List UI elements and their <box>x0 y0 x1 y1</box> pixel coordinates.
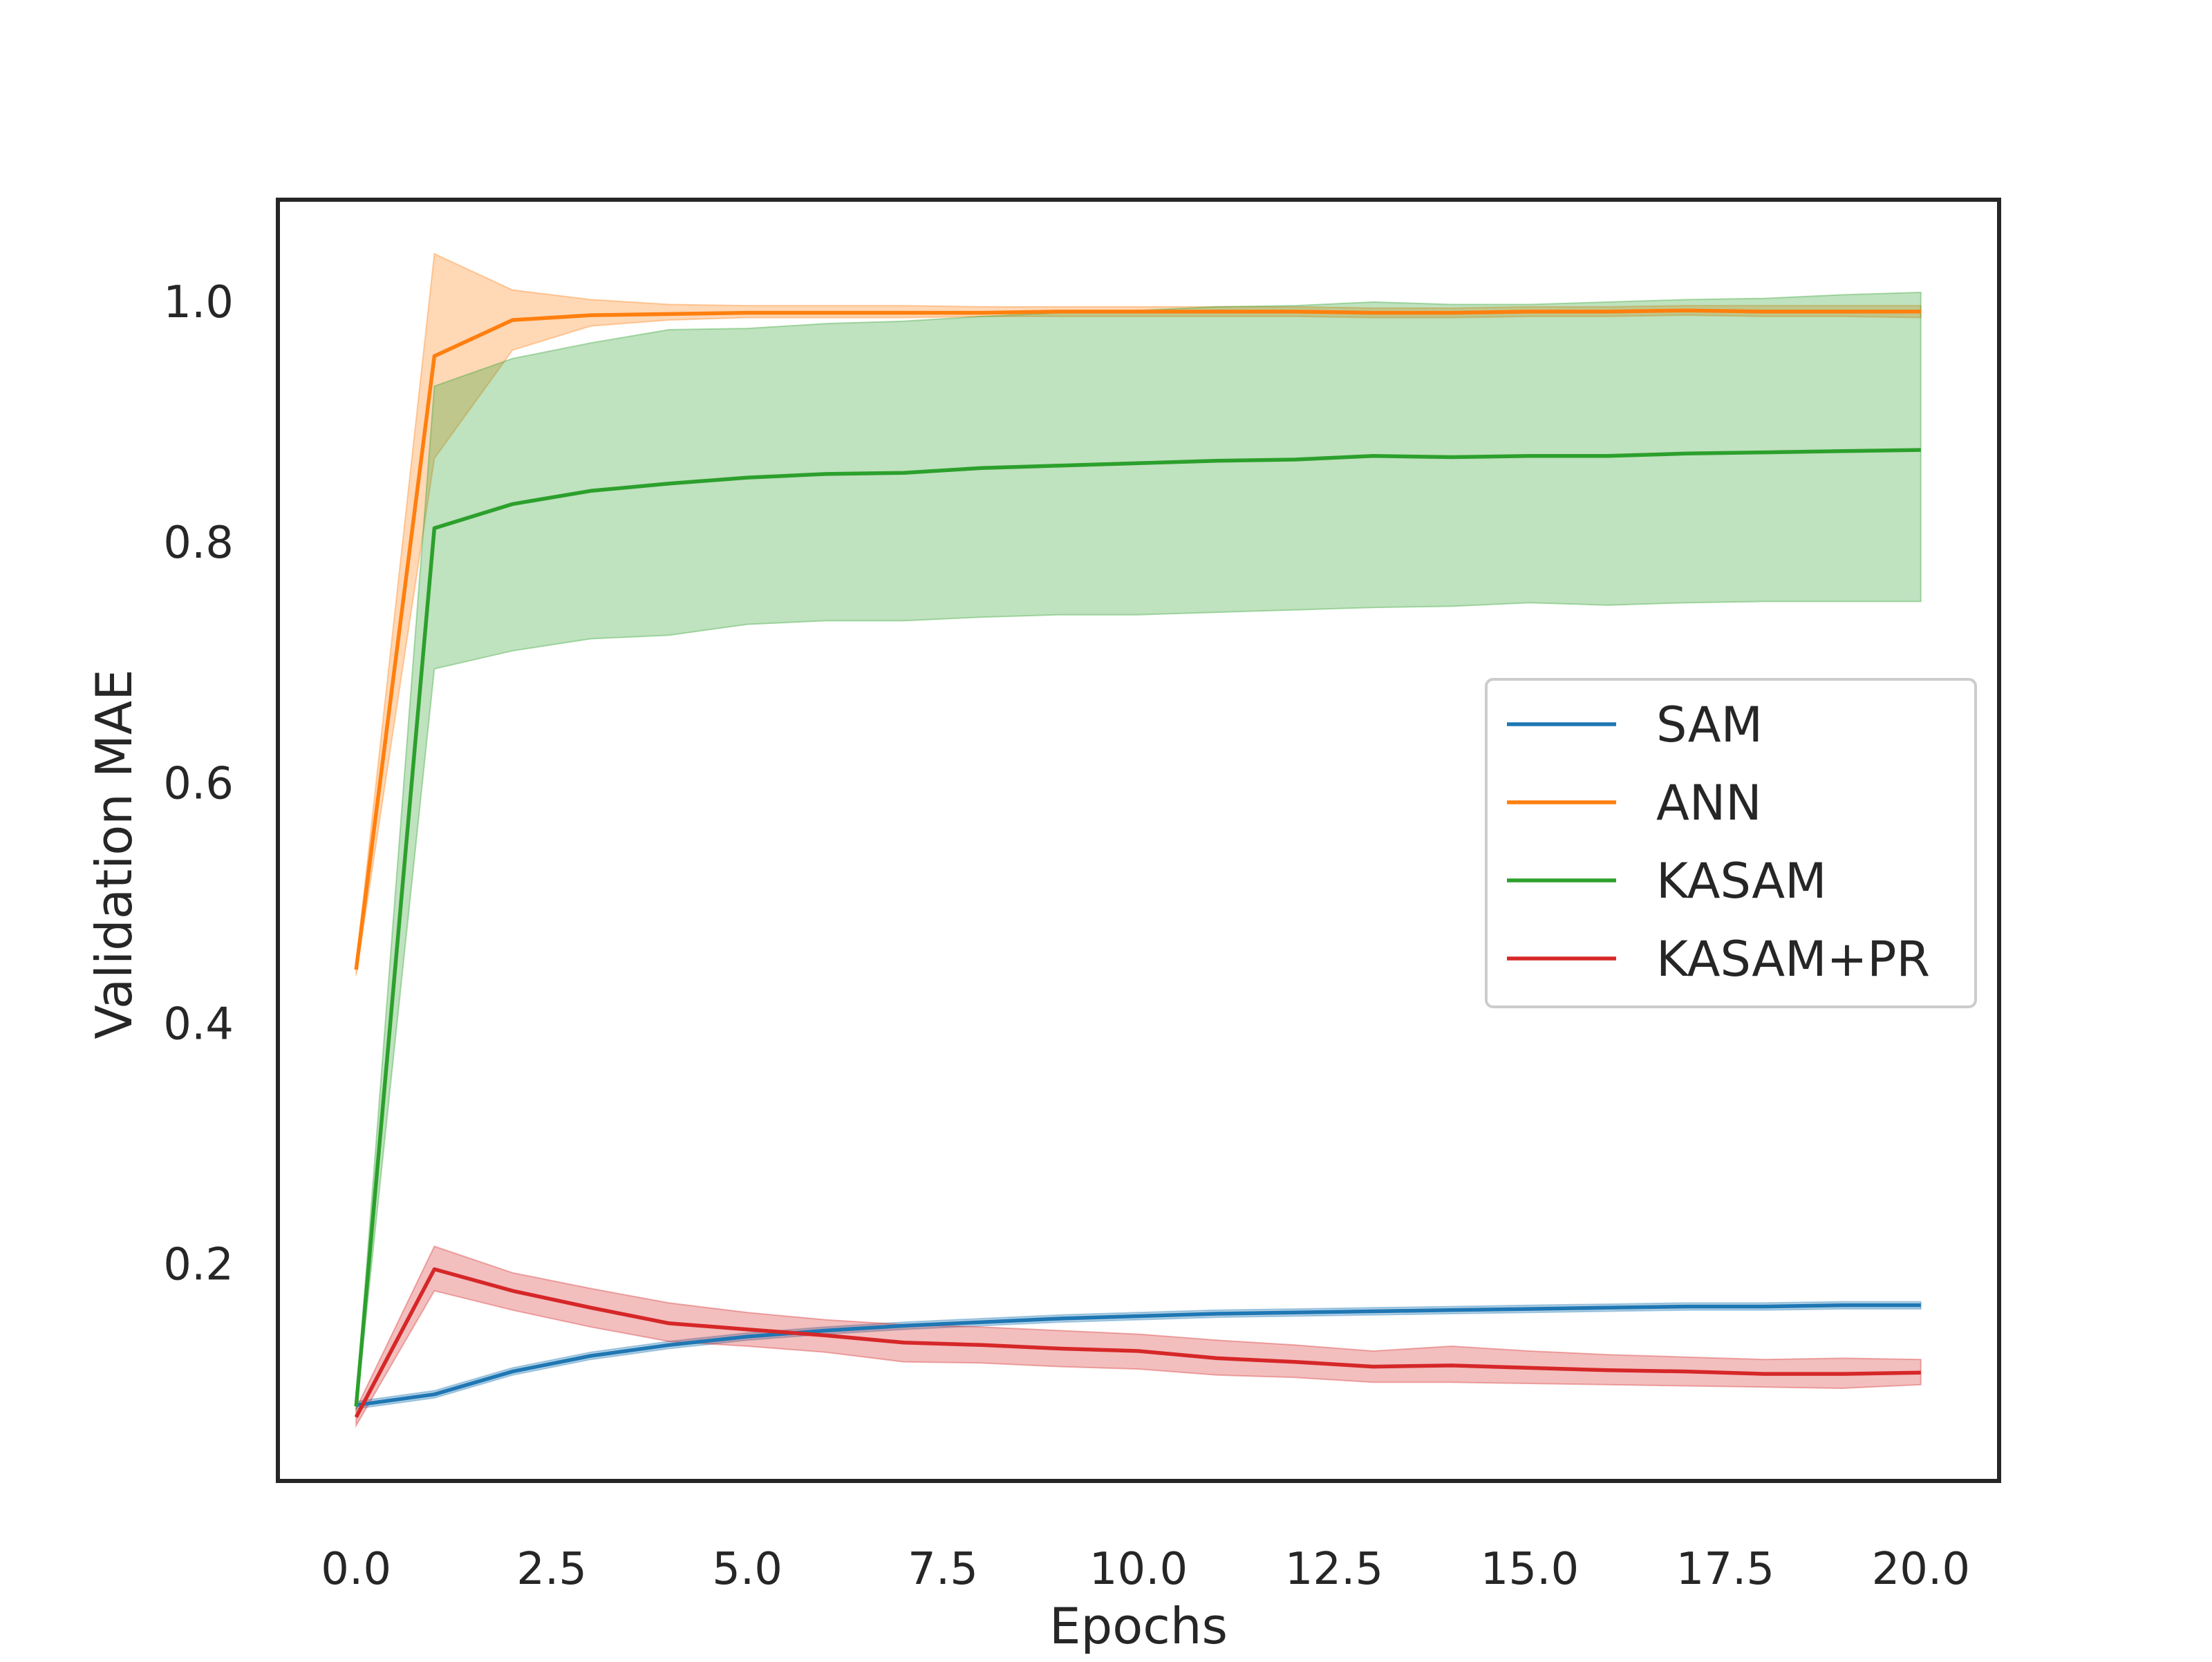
x-tick-label: 2.5 <box>516 1544 587 1595</box>
x-axis-label: Epochs <box>1049 1597 1228 1655</box>
legend: SAM ANN KASAM KASAM+PR <box>1485 678 1977 1008</box>
kasam-band <box>355 291 1922 1412</box>
x-tick-label: 20.0 <box>1872 1544 1971 1595</box>
legend-entries: SAM ANN KASAM KASAM+PR <box>1507 697 1930 988</box>
y-tick-label: 0.4 <box>163 999 234 1050</box>
y-tick-label: 0.8 <box>163 518 234 569</box>
y-tick-label: 1.0 <box>163 277 234 328</box>
x-tick-label: 5.0 <box>712 1544 782 1595</box>
x-tick-label: 0.0 <box>321 1544 391 1595</box>
legend-label-ann: ANN <box>1656 775 1762 831</box>
x-tick-label: 7.5 <box>908 1544 978 1595</box>
legend-box <box>1485 678 1977 1008</box>
kasam-line <box>354 448 1921 1407</box>
x-axis-ticks: 0.0 2.5 5.0 7.5 10.0 12.5 15.0 17.5 20.0 <box>321 1544 1970 1595</box>
x-tick-label: 12.5 <box>1285 1544 1384 1595</box>
ann-band <box>355 252 1922 976</box>
y-tick-label: 0.6 <box>163 758 234 809</box>
series-lines <box>354 308 1921 1418</box>
ann-line <box>354 308 1921 970</box>
x-tick-label: 10.0 <box>1089 1544 1188 1595</box>
x-tick-label: 17.5 <box>1676 1544 1775 1595</box>
sam-line <box>355 1303 1921 1408</box>
legend-label-sam: SAM <box>1656 697 1763 753</box>
legend-label-kasam-pr: KASAM+PR <box>1656 931 1930 988</box>
confidence-bands <box>355 252 1922 1428</box>
y-axis-ticks: 0.2 0.4 0.6 0.8 1.0 <box>163 277 234 1291</box>
y-tick-label: 0.2 <box>163 1240 234 1291</box>
x-tick-label: 15.0 <box>1481 1544 1580 1595</box>
plot-frame <box>276 198 2001 1483</box>
legend-label-kasam: KASAM <box>1656 853 1827 909</box>
y-axis-label: Validation MAE <box>85 669 143 1039</box>
kasam-pr-line <box>354 1267 1921 1418</box>
